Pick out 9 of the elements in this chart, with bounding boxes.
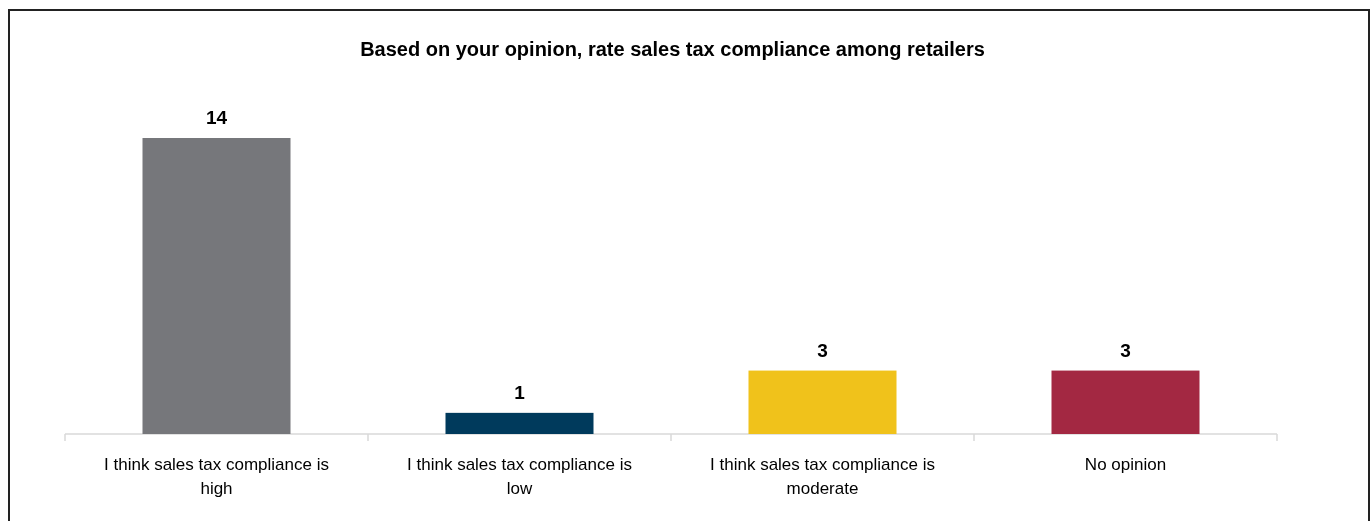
x-tick-label: I think sales tax compliance is low — [407, 455, 632, 498]
data-label: 1 — [514, 381, 526, 403]
x-tick-label: I think sales tax compliance is high — [104, 455, 329, 498]
data-label: 3 — [817, 339, 828, 361]
x-tick-label: I think sales tax compliance is moderate — [710, 455, 935, 498]
data-label: 14 — [205, 107, 228, 128]
chart-title: Based on your opinion, rate sales tax compliance among retailers — [360, 38, 985, 60]
x-tick-label: No opinion — [1084, 455, 1167, 474]
data-label: 3 — [1120, 339, 1131, 361]
